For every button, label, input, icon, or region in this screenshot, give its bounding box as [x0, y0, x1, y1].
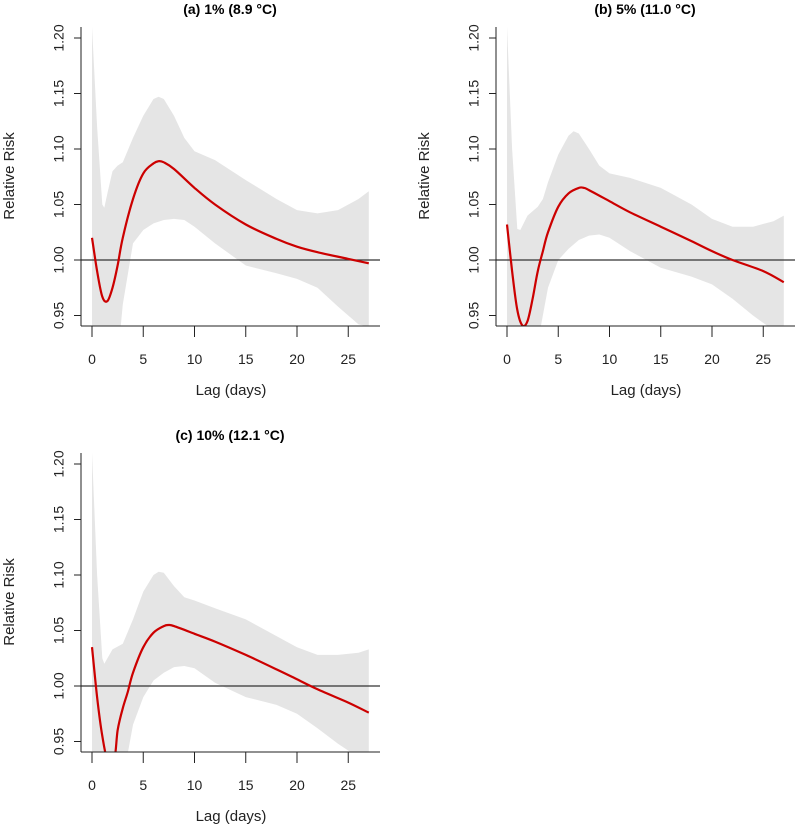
x-tick-label: 5: [139, 777, 147, 793]
x-tick-label: 10: [602, 351, 618, 367]
x-tick-label: 25: [340, 777, 356, 793]
x-tick-label: 5: [554, 351, 562, 367]
panel-title: (c) 10% (12.1 °C): [175, 427, 284, 443]
y-axis-label: Relative Risk: [416, 132, 433, 220]
y-tick-label: 1.10: [51, 135, 67, 162]
y-tick-label: 1.15: [51, 506, 67, 533]
panel-c: 0.95 1.00 1.05 1.10 1.15 1.20 0 5 10 15 20 25 (c) 10…: [1, 427, 380, 825]
y-axis-label: Relative Risk: [1, 558, 18, 646]
y-tick-label: 1.10: [466, 135, 482, 162]
x-axis-label: Lag (days): [196, 382, 267, 399]
y-tick-label: 1.10: [51, 561, 67, 588]
x-tick-label: 0: [88, 777, 96, 793]
y-tick-label: 0.95: [51, 302, 67, 329]
x-axis-label: Lag (days): [611, 382, 682, 399]
plot-area: [81, 453, 380, 752]
y-tick-label: 1.00: [51, 246, 67, 273]
y-tick-label: 1.05: [466, 191, 482, 218]
rr-line: [90, 160, 370, 303]
y-tick-label: 1.15: [466, 80, 482, 107]
plot-area: [496, 27, 795, 326]
plot-area: [81, 27, 380, 326]
y-tick-label: 1.05: [51, 191, 67, 218]
y-tick-label: 1.20: [51, 24, 67, 51]
y-tick-label: 1.20: [51, 450, 67, 477]
y-tick-label: 1.05: [51, 617, 67, 644]
confidence-band: [92, 453, 369, 752]
x-tick-label: 25: [340, 351, 356, 367]
y-tick-label: 0.95: [51, 728, 67, 755]
x-tick-label: 5: [139, 351, 147, 367]
x-tick-label: 20: [289, 777, 305, 793]
x-tick-label: 20: [289, 351, 305, 367]
x-tick-label: 15: [238, 777, 254, 793]
y-tick-label: 1.15: [51, 80, 67, 107]
x-tick-label: 0: [503, 351, 511, 367]
rr-line: [90, 623, 370, 752]
y-axis-label: Relative Risk: [1, 132, 18, 220]
x-tick-label: 25: [755, 351, 771, 367]
panel-b: 0.95 1.00 1.05 1.10 1.15 1.20 0 5 10 15 20 25 (b) 5%…: [416, 1, 795, 399]
y-tick-label: 1.20: [466, 24, 482, 51]
y-tick-label: 1.00: [51, 672, 67, 699]
y-tick-label: 0.95: [466, 302, 482, 329]
confidence-band: [507, 27, 784, 326]
x-tick-label: 15: [653, 351, 669, 367]
x-tick-label: 0: [88, 351, 96, 367]
x-tick-label: 10: [187, 777, 203, 793]
x-axis-label: Lag (days): [196, 808, 267, 825]
panel-title: (a) 1% (8.9 °C): [183, 1, 277, 17]
panel-title: (b) 5% (11.0 °C): [594, 1, 695, 17]
x-tick-label: 15: [238, 351, 254, 367]
x-tick-label: 10: [187, 351, 203, 367]
panel-a: 0.95 1.00 1.05 1.10 1.15 1.20 0 5 10 15 20 25 (a) 1%…: [1, 1, 380, 399]
y-tick-label: 1.00: [466, 246, 482, 273]
x-tick-label: 20: [704, 351, 720, 367]
confidence-band: [92, 27, 369, 326]
